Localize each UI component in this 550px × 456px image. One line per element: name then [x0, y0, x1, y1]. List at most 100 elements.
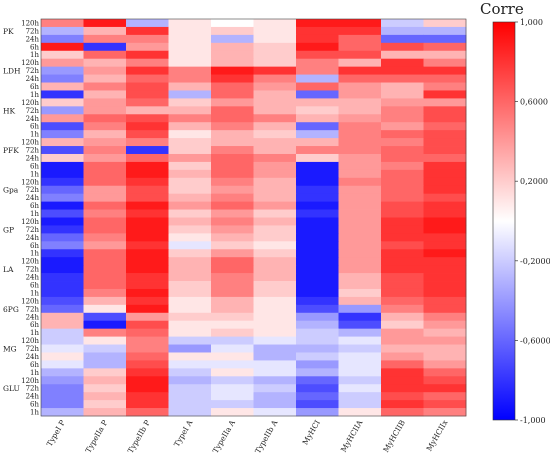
heatmap-cell: [83, 241, 127, 250]
heatmap-cell: [41, 328, 84, 337]
heatmap-cell: [168, 74, 212, 83]
heatmap-cell: [41, 217, 84, 226]
heatmap-cell: [381, 304, 424, 314]
heatmap-cell: [338, 130, 382, 139]
y-tick-time-label: 24h: [26, 115, 40, 123]
heatmap-cell: [381, 50, 424, 60]
y-tick-time-label: 72h: [26, 305, 40, 313]
y-tick-time-label: 1h: [30, 91, 39, 99]
y-tick-time-label: 120h: [21, 337, 39, 345]
heatmap-cell: [253, 408, 297, 417]
heatmap-cell: [41, 58, 84, 68]
y-tick-time-label: 24h: [26, 393, 40, 401]
heatmap-cell: [211, 153, 254, 163]
heatmap-cell: [41, 392, 84, 401]
colorbar-tick-label: 1,000: [520, 18, 543, 27]
heatmap-cell: [423, 225, 467, 234]
heatmap-cell: [338, 352, 382, 361]
heatmap-cell: [126, 225, 169, 234]
heatmap-cell: [253, 400, 297, 409]
heatmap-cell: [381, 66, 424, 75]
heatmap-cell: [211, 98, 254, 107]
heatmap-cell: [41, 233, 84, 242]
heatmap-cell: [338, 74, 382, 83]
heatmap-cell: [168, 42, 212, 52]
heatmap-cell: [296, 344, 339, 353]
heatmap-cell: [381, 368, 424, 377]
y-tick-time-label: 24h: [26, 234, 40, 242]
heatmap-cell: [126, 153, 169, 163]
heatmap-cell: [253, 90, 297, 99]
heatmap-cell: [126, 392, 169, 401]
heatmap-cell: [253, 384, 297, 393]
heatmap-cell: [41, 130, 84, 139]
heatmap-cell: [296, 201, 339, 210]
heatmap-cell: [168, 26, 212, 36]
heatmap-cell: [41, 82, 84, 91]
heatmap-cell: [41, 225, 84, 234]
heatmap-cell: [338, 138, 382, 147]
y-tick-time-label: 1h: [30, 210, 39, 218]
y-tick-time-label: 6h: [30, 83, 39, 91]
y-tick-time-label: 24h: [26, 35, 40, 43]
heatmap-cell: [423, 122, 467, 131]
heatmap-cell: [41, 42, 84, 52]
heatmap-cell: [83, 74, 127, 83]
heatmap-cell: [126, 296, 169, 306]
heatmap-cell: [296, 146, 339, 155]
heatmap-cell: [338, 400, 382, 409]
heatmap-cell: [126, 114, 169, 123]
heatmap-cell: [423, 384, 467, 393]
y-tick-time-label: 72h: [26, 266, 40, 274]
heatmap-cell: [253, 98, 297, 107]
heatmap-cell: [83, 106, 127, 115]
heatmap-cell: [338, 344, 382, 353]
heatmap-cell: [423, 400, 467, 409]
heatmap-cell: [338, 273, 382, 282]
heatmap-cell: [296, 122, 339, 131]
heatmap-cell: [338, 185, 382, 195]
heatmap-cell: [338, 225, 382, 234]
heatmap-cell: [296, 138, 339, 147]
heatmap-cell: [253, 122, 297, 131]
heatmap-cell: [83, 169, 127, 179]
heatmap-cell: [211, 66, 254, 75]
heatmap-cell: [41, 320, 84, 330]
heatmap-cell: [381, 19, 424, 28]
heatmap-cell: [83, 193, 127, 203]
heatmap-cell: [211, 376, 254, 385]
heatmap-cell: [296, 304, 339, 314]
heatmap-cell: [381, 201, 424, 210]
x-tick-label: TypeIIa A: [211, 418, 237, 455]
heatmap-cell: [381, 288, 424, 298]
heatmap-cell: [41, 273, 84, 282]
heatmap-cell: [253, 58, 297, 68]
y-group-label: PK: [3, 27, 14, 36]
heatmap-cell: [126, 233, 169, 242]
heatmap-cell: [168, 400, 212, 409]
heatmap-cell: [126, 98, 169, 107]
heatmap-cell: [253, 201, 297, 210]
heatmap-cell: [41, 257, 84, 266]
heatmap-cell: [168, 50, 212, 60]
heatmap-cell: [126, 90, 169, 99]
heatmap-cell: [253, 106, 297, 115]
heatmap-cell: [83, 42, 127, 52]
heatmap-cell: [41, 114, 84, 123]
heatmap-cell: [338, 288, 382, 298]
heatmap-cell: [83, 384, 127, 393]
heatmap-cell: [253, 249, 297, 258]
heatmap-cell: [41, 98, 84, 107]
heatmap-cell: [83, 273, 127, 282]
heatmap-cell: [338, 408, 382, 417]
heatmap-cell: [381, 114, 424, 123]
heatmap-cell: [83, 50, 127, 60]
heatmap-cell: [381, 185, 424, 195]
heatmap-cell: [423, 288, 467, 298]
heatmap-cell: [126, 408, 169, 417]
heatmap-cell: [83, 400, 127, 409]
heatmap-cell: [41, 74, 84, 83]
heatmap-cell: [423, 74, 467, 83]
heatmap-cell: [338, 50, 382, 60]
heatmap-cell: [253, 312, 297, 322]
